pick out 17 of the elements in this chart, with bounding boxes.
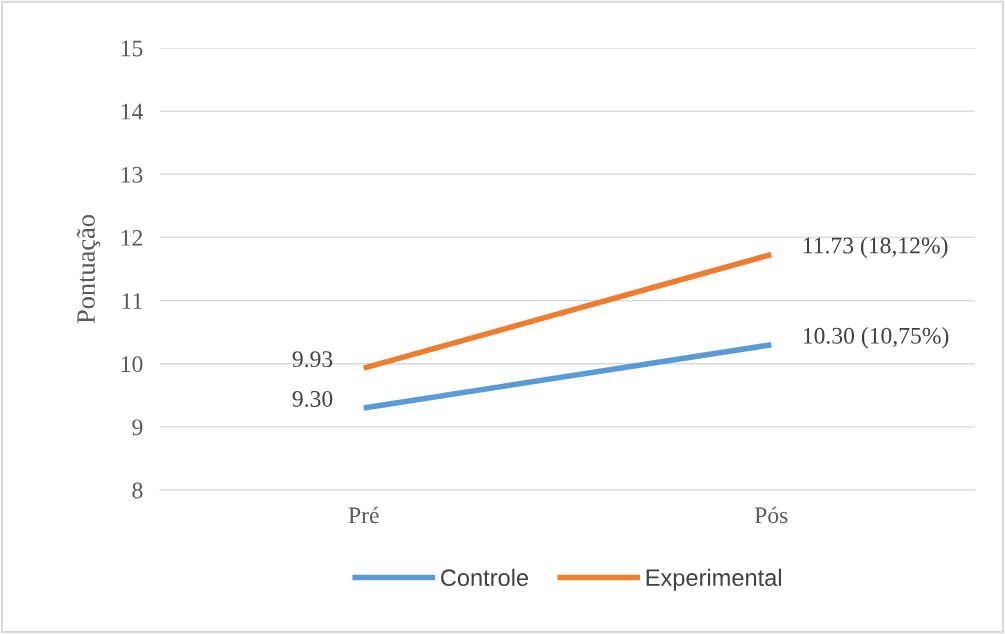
x-tick-label: Pré: [348, 506, 379, 524]
y-tick-label: 14: [121, 103, 143, 120]
data-label: 9.93: [292, 351, 333, 368]
y-tick-label: 15: [121, 40, 143, 57]
y-tick-label: 8: [132, 482, 143, 499]
y-tick-label: 12: [121, 229, 143, 246]
y-tick-label: 11: [122, 293, 142, 309]
y-tick-label: 9: [132, 419, 143, 436]
data-label: 9.30: [292, 390, 333, 407]
data-label: 10.30 (10,75%): [803, 327, 949, 349]
y-tick-label: 10: [121, 356, 143, 373]
data-label: 11.73 (18,12%): [803, 236, 948, 259]
x-tick-label: Pós: [754, 506, 788, 524]
y-axis-title: Pontuação: [76, 215, 101, 324]
y-tick-label: 13: [121, 166, 143, 183]
legend-label: Controle: [441, 568, 529, 587]
legend-label: Experimental: [646, 568, 781, 591]
